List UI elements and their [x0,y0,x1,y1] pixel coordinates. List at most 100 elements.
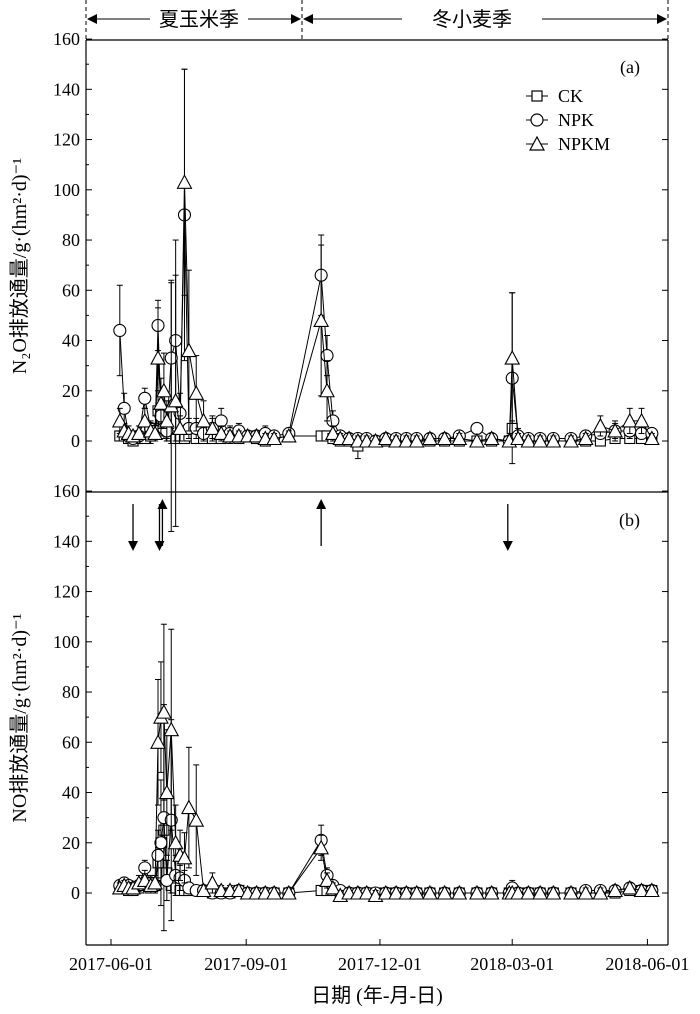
triangle-marker [176,849,193,865]
triangle-marker [266,430,283,446]
triangle-marker [155,382,172,398]
triangle-marker [167,392,184,408]
y-tick-label: 0 [71,431,80,451]
triangle-marker [621,879,638,895]
circle-marker [320,349,334,363]
axes-layer: 0 20 40 60 80 100 120 140 160 0 20 40 60 80 100 120 140 1… [53,29,689,974]
series-layer [111,68,660,932]
x-tick-label: 2018-03-01 [470,954,554,974]
triangle-marker [195,412,212,428]
x-tick-label: 2017-06-01 [69,954,153,974]
legend: CK NPK NPKM [526,86,610,154]
triangle-marker [147,425,163,441]
y-tick-label: 80 [62,682,80,702]
y-tick-label: 40 [62,783,80,803]
legend-entry-npkm: NPKM [526,134,610,154]
triangle-marker [280,884,297,900]
y-tick-label: 140 [53,531,80,551]
y-tick-label: 100 [53,632,80,652]
triangle-marker [577,884,594,900]
triangle-marker [188,811,205,827]
triangle-marker [324,425,341,441]
season-header: 夏玉米季 冬小麦季 [85,0,669,40]
series-line [119,710,652,897]
triangle-marker [130,425,147,441]
triangle-marker [421,430,438,446]
season-label-wheat: 冬小麦季 [432,8,512,31]
triangle-marker [313,312,330,327]
y-axis-title-b: NO排放通量/g·(hm²·d)⁻¹ [8,613,31,822]
triangle-marker [421,884,438,900]
triangle-marker [436,884,453,900]
circle-marker [470,421,484,435]
triangle-marker [358,884,375,900]
triangle-marker [172,420,188,435]
x-tick-label: 2018-06-01 [605,954,689,974]
triangle-marker [520,432,537,448]
triangle-marker [398,884,415,900]
circle-marker [138,391,152,405]
series-npkm-b [111,623,660,903]
triangle-marker [266,884,283,900]
y-tick-label: 0 [71,883,80,903]
x-tick-label: 2017-09-01 [204,954,288,974]
series-line [119,182,653,442]
triangle-marker [341,430,357,446]
y-tick-label: 120 [53,582,80,602]
triangle-marker [188,385,205,400]
svg-text:CK: CK [558,86,583,106]
triangle-marker [204,874,221,890]
triangle-marker [621,412,638,428]
triangle-marker [643,430,660,446]
y-tick-label: 40 [62,331,80,351]
triangle-marker [545,884,562,900]
triangle-marker [195,882,212,898]
triangle-marker [469,884,485,900]
triangle-marker [483,884,500,900]
triangle-marker [451,884,468,900]
triangle-marker [176,174,193,189]
triangle-marker [230,882,247,898]
panel-label-a: (a) [620,57,640,78]
triangle-marker [111,412,128,428]
triangle-marker [158,412,175,428]
y-tick-label: 160 [53,481,80,501]
series-npkm-a [111,68,660,532]
triangle-marker [483,430,500,446]
x-axis-title: 日期 (年-月-日) [311,984,443,1007]
triangle-marker [155,703,172,719]
triangle-marker [153,395,169,410]
triangle-marker [388,432,405,448]
legend-entry-npk: NPK [526,110,594,130]
y-axis-title-a: N₂O排放通量/g·(hm²·d)⁻¹ [8,158,31,374]
season-label-maize: 夏玉米季 [159,8,239,31]
triangle-marker [510,430,527,446]
plot-frame [85,39,669,946]
triangle-marker [377,884,394,900]
y-tick-label: 100 [53,180,80,200]
triangle-marker [469,432,485,448]
triangle-marker [167,834,184,850]
circle-marker-icon [530,113,544,127]
triangle-marker [204,420,221,435]
y-tick-label: 120 [53,130,80,150]
triangle-marker [520,884,537,900]
triangle-marker [592,884,609,900]
triangle-marker [504,349,521,365]
x-tick-label: 2017-12-01 [338,954,422,974]
y-tick-label: 20 [62,381,80,401]
triangle-marker [147,874,163,890]
svg-text:NPK: NPK [558,110,594,130]
triangle-marker [280,427,297,443]
triangle-marker [248,427,265,443]
triangle-marker [377,430,394,446]
triangle-marker [408,884,425,900]
triangle-marker [319,872,335,887]
triangle-marker [577,430,594,446]
series-line [119,830,652,894]
triangle-marker [388,884,405,900]
triangle-marker [150,349,166,365]
triangle-marker [158,784,175,800]
y-tick-label: 20 [62,833,80,853]
triangle-marker [532,432,549,448]
